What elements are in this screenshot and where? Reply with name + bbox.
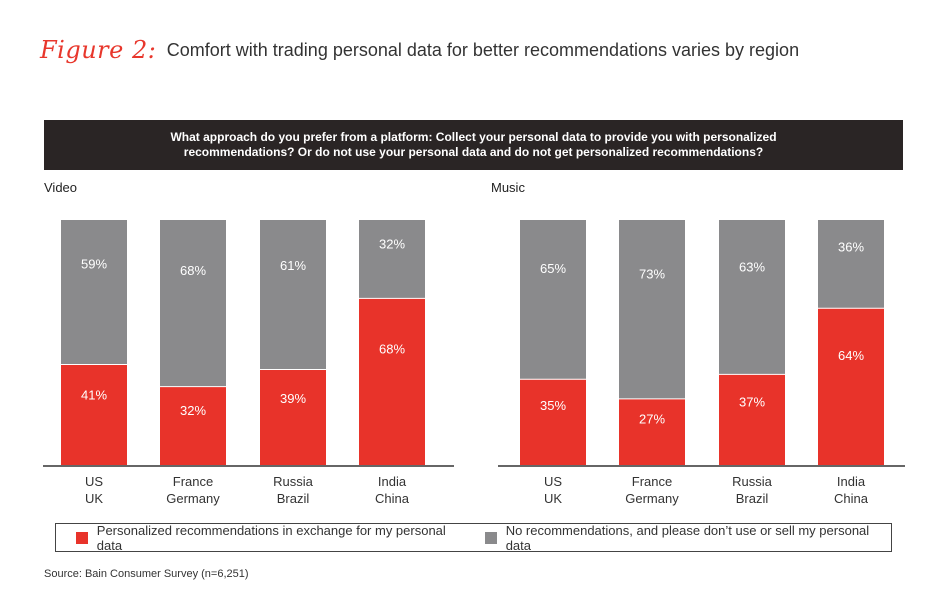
survey-question-banner: What approach do you prefer from a platf… [44, 120, 903, 170]
bar-segment [520, 379, 586, 465]
bar-segment [619, 398, 685, 465]
legend-label-no-recommendations: No recommendations, and please don’t use… [505, 522, 870, 553]
legend: Personalized recommendations in exchange… [55, 522, 892, 553]
survey-question-line-2: recommendations? Or do not use your pers… [183, 145, 764, 159]
x-tick-label: Brazil [736, 491, 769, 506]
x-tick-label: France [173, 474, 213, 489]
x-tick-label: India [837, 474, 866, 489]
data-label: 63% [739, 259, 765, 274]
data-label: 61% [280, 258, 306, 273]
figure-label: Figure 2: [40, 36, 157, 64]
survey-question-line-1: What approach do you prefer from a platf… [170, 130, 777, 144]
bar-segment [61, 220, 127, 365]
source-note: Source: Bain Consumer Survey (n=6,251) [44, 568, 249, 580]
panel-title-video: Video [44, 180, 78, 195]
data-label: 32% [180, 403, 206, 418]
x-tick-label: UK [85, 491, 103, 506]
chart-title: Comfort with trading personal data for b… [166, 40, 800, 60]
x-tick-label: UK [544, 491, 562, 506]
x-tick-label: Germany [166, 491, 220, 506]
data-label: 73% [639, 267, 665, 282]
legend-swatch-personalized [76, 531, 88, 544]
data-label: 32% [379, 237, 405, 252]
legend-item-no-recommendations: No recommendations, and please don’t use… [484, 522, 891, 553]
data-label: 41% [81, 388, 107, 403]
bar-segment [359, 220, 425, 299]
x-tick-label: India [378, 474, 407, 489]
data-label: 64% [838, 348, 864, 363]
legend-item-personalized: Personalized recommendations in exchange… [76, 523, 468, 553]
bar-segment [160, 386, 226, 465]
bar-segment [260, 220, 326, 370]
x-tick-label: France [632, 474, 672, 489]
data-label: 35% [540, 398, 566, 413]
title-row: Figure 2: Comfort with trading personal … [40, 36, 799, 66]
x-tick-label: Brazil [277, 491, 310, 506]
bar-segment [520, 220, 586, 380]
legend-swatch-no-recommendations [484, 531, 497, 544]
bar-segment [160, 220, 226, 387]
data-label: 36% [838, 239, 864, 254]
data-label: 37% [739, 395, 765, 410]
x-tick-label: Germany [625, 491, 679, 506]
bar-segment [61, 364, 127, 465]
x-tick-label: Russia [732, 474, 773, 489]
data-label: 39% [280, 391, 306, 406]
x-tick-label: China [375, 491, 410, 506]
bar-segment [619, 220, 685, 399]
data-label: 65% [540, 261, 566, 276]
bar-segment [260, 369, 326, 465]
x-tick-label: US [544, 474, 562, 489]
panel-title-music: Music [491, 180, 525, 195]
legend-label-personalized: Personalized recommendations in exchange… [96, 522, 446, 553]
data-label: 27% [639, 412, 665, 427]
bar-segment [359, 298, 425, 465]
data-label: 68% [180, 263, 206, 278]
x-tick-label: China [834, 491, 869, 506]
x-tick-label: Russia [273, 474, 314, 489]
bar-segment [818, 308, 884, 465]
x-tick-label: US [85, 474, 103, 489]
bar-segment [719, 374, 785, 465]
data-label: 59% [81, 256, 107, 271]
bar-segment [818, 220, 884, 309]
data-label: 68% [379, 341, 405, 356]
bar-segment [719, 220, 785, 375]
